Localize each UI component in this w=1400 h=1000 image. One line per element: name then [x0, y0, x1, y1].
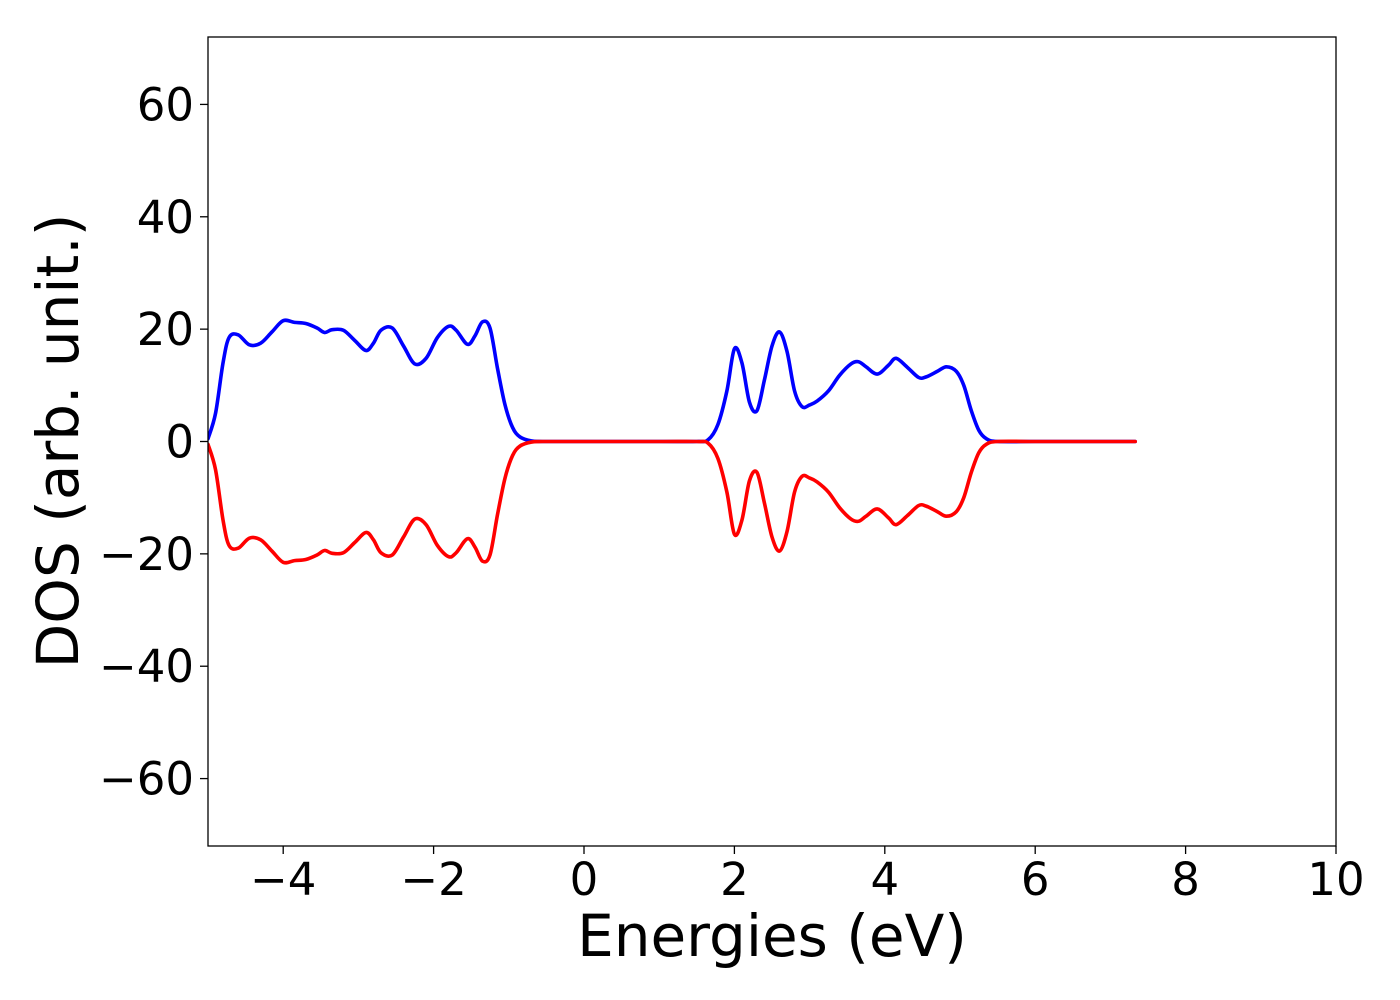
x-tick-label: 4: [870, 853, 899, 906]
series-line-1: [208, 318, 1138, 444]
x-axis-ticks: −4 −2 0 2 4 6 8 10: [250, 846, 1365, 906]
x-tick-label: 6: [1021, 853, 1050, 906]
y-tick-label: −20: [99, 528, 194, 581]
x-tick-label: −4: [250, 853, 316, 906]
x-tick-label: 10: [1307, 853, 1364, 906]
x-tick-label: −2: [400, 853, 466, 906]
x-tick-label: 2: [720, 853, 749, 906]
y-tick-label: 40: [137, 191, 194, 244]
x-axis-label: Energies (eV): [577, 902, 967, 970]
series-line-2: [208, 439, 1138, 565]
x-tick-label: 0: [570, 853, 599, 906]
x-tick-label: 8: [1171, 853, 1200, 906]
series-layer: [208, 318, 1138, 565]
y-tick-label: 60: [137, 78, 194, 131]
y-tick-label: −60: [99, 753, 194, 806]
y-tick-label: −40: [99, 640, 194, 693]
plot-frame: [207, 36, 1337, 847]
y-tick-label: 0: [165, 416, 194, 469]
y-axis-label: DOS (arb. unit.): [24, 214, 92, 669]
y-tick-label: 20: [137, 303, 194, 356]
y-axis-ticks: −60 −40 −20 0 20 40 60: [99, 78, 208, 806]
